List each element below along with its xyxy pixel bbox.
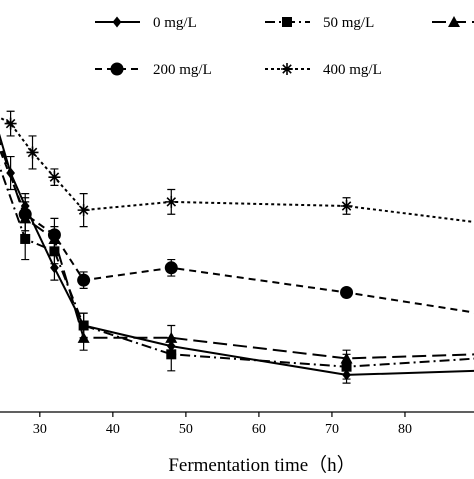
- series-1: [0, 133, 474, 384]
- x-tick-label: 40: [106, 422, 120, 437]
- x-tick-label: 80: [398, 422, 412, 437]
- legend-marker: [110, 62, 124, 76]
- legend-item-5: 400 mg/L: [265, 62, 382, 78]
- data-point: [340, 286, 354, 300]
- data-point: [77, 273, 91, 287]
- data-point: [20, 233, 31, 244]
- x-tick-label: 60: [252, 422, 266, 437]
- series-line: [0, 116, 474, 224]
- series-line: [0, 147, 474, 314]
- x-axis-title: Fermentation time（h）: [168, 454, 355, 474]
- legend-label: 200 mg/L: [153, 62, 212, 78]
- legend-item-1: 0 mg/L: [95, 15, 197, 31]
- data-point: [48, 171, 61, 184]
- data-point: [77, 331, 90, 343]
- data-point: [4, 117, 17, 130]
- data-point: [164, 261, 178, 275]
- legend-marker: [448, 16, 460, 27]
- x-tick-label: 50: [179, 422, 193, 437]
- data-point: [166, 349, 177, 360]
- data-point: [18, 207, 32, 221]
- series-4: [0, 147, 474, 314]
- data-point: [165, 195, 178, 208]
- legend-marker: [281, 63, 293, 75]
- x-tick-label: 70: [325, 422, 339, 437]
- data-point: [26, 146, 39, 159]
- data-point: [50, 262, 59, 274]
- data-point: [47, 228, 61, 242]
- legend-label: 50 mg/L: [323, 15, 374, 31]
- data-point: [340, 352, 353, 364]
- series-5: [0, 110, 474, 228]
- legend-marker: [112, 16, 122, 28]
- data-point: [165, 331, 178, 343]
- legend-label: 0 mg/L: [153, 15, 197, 31]
- data-point: [77, 204, 90, 217]
- series-group: [0, 110, 474, 384]
- x-tick-label: 30: [33, 422, 47, 437]
- axes: 30 40 50 60 70 80: [0, 411, 474, 437]
- legend-label: 400 mg/L: [323, 62, 382, 78]
- data-point: [340, 200, 353, 212]
- series-3: [0, 140, 474, 368]
- series-line: [0, 140, 474, 360]
- legend-item-3: [432, 16, 474, 27]
- legend-item-2: 50 mg/L: [265, 15, 374, 31]
- legend-item-4: 200 mg/L: [95, 62, 212, 78]
- series-line: [0, 133, 474, 376]
- legend: 0 mg/L 50 mg/L 200 mg/L 400 mg/L: [95, 15, 474, 78]
- legend-marker: [282, 17, 292, 27]
